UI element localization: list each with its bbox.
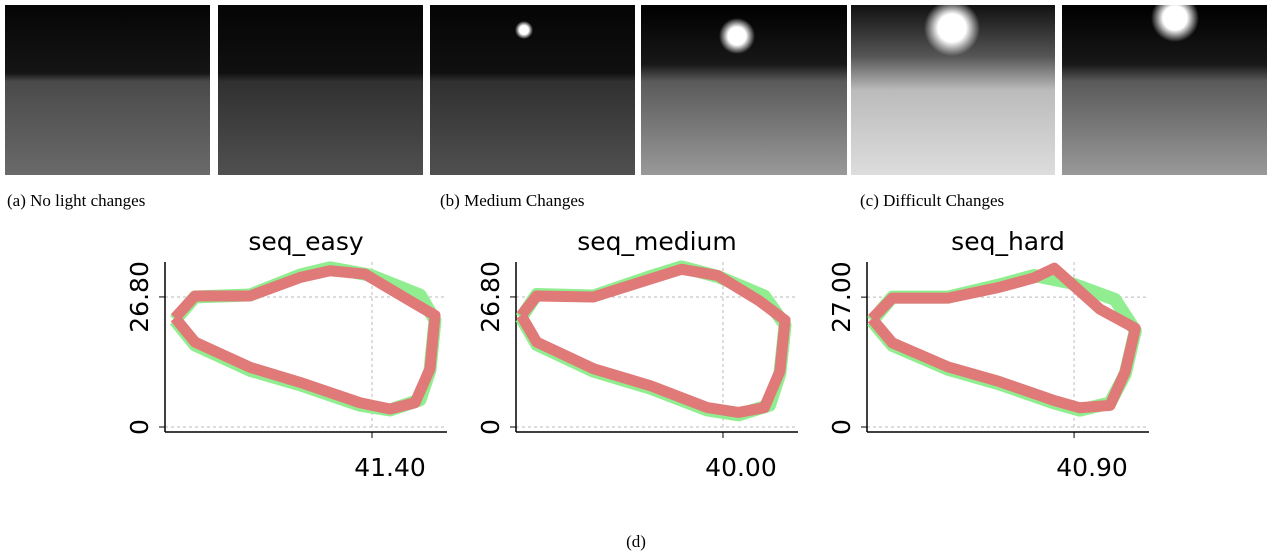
chart-title: seq_medium [577, 227, 737, 256]
y-tick-label: 0 [827, 419, 856, 435]
caption: (b) Medium Changes [440, 191, 584, 210]
y-tick-label: 0 [125, 419, 154, 435]
x-tick-label: 40.00 [705, 453, 777, 482]
chart-title: seq_easy [248, 227, 364, 256]
light [719, 18, 755, 54]
light [515, 21, 533, 39]
caption: (c) Difficult Changes [860, 191, 1004, 210]
light [924, 0, 980, 56]
x-tick-label: 41.40 [354, 453, 426, 482]
chart-title: seq_hard [951, 227, 1065, 256]
photo [5, 5, 210, 175]
y-tick-label: 0 [476, 419, 505, 435]
y-tick-label: 26.80 [125, 261, 154, 333]
caption: (a) No light changes [7, 191, 145, 210]
y-tick-label: 27.00 [827, 261, 856, 333]
photo [218, 5, 423, 175]
figure-label: (d) [626, 532, 646, 551]
x-tick-label: 40.90 [1056, 453, 1128, 482]
figure: (a) No light changes (b) Medium Changes … [0, 0, 1271, 552]
y-tick-label: 26.80 [476, 261, 505, 333]
trajectory [175, 271, 435, 409]
photos [5, 0, 1267, 175]
